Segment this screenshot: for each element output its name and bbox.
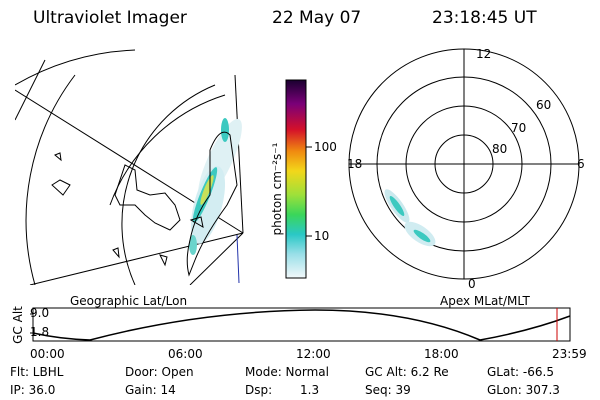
altitude-xtick: 00:00 [30, 347, 65, 361]
dsp-value: 1.3 [300, 383, 320, 397]
polar-label-6: 6 [577, 157, 585, 171]
polar-label-18: 18 [347, 157, 363, 171]
colorbar-tick-100: 100 [314, 140, 337, 154]
door-info: Door: Open [125, 365, 194, 379]
glon-info: GLon: 307.3 [487, 383, 560, 397]
altitude-xtick: 06:00 [168, 347, 203, 361]
lat-arc [15, 49, 136, 86]
glat-info: GLat: -66.5 [487, 365, 554, 379]
altitude-ytick-low: 1.8 [30, 325, 50, 339]
colorbar-unit-label: photon cm⁻²s⁻¹ [270, 142, 284, 236]
lat-arc [121, 84, 216, 285]
ip-info: IP: 36.0 [10, 383, 56, 397]
altitude-xtick: 23:59 [552, 347, 587, 361]
polar-label-0: 0 [468, 277, 476, 291]
filter-info: Flt: LBHL [10, 365, 64, 379]
polar-lat-60: 60 [536, 98, 552, 112]
time-label: 23:18:45 UT [432, 8, 537, 28]
altitude-xtick: 18:00 [424, 347, 459, 361]
dsp-label: Dsp: [245, 383, 273, 397]
altitude-ylabel: GC Alt [10, 306, 25, 344]
polar-lat-70: 70 [511, 121, 527, 135]
meridian-line [29, 232, 244, 285]
geographic-map [15, 49, 244, 285]
colorbar-tick-10: 10 [314, 229, 330, 243]
colorbar-scale [285, 79, 307, 279]
gc-alt-info: GC Alt: 6.2 Re [365, 365, 449, 379]
polar-label-12: 12 [476, 47, 492, 61]
altitude-xtick: 12:00 [296, 347, 331, 361]
meridian-line [15, 59, 46, 121]
gain-info: Gain: 14 [125, 383, 176, 397]
altitude-curve [32, 309, 571, 341]
altitude-plot [30, 307, 571, 342]
mode-info: Mode: Normal [245, 365, 329, 379]
polar-map-label: Apex MLat/MLT [440, 294, 530, 308]
meridian-line [234, 74, 244, 234]
polar-lat-80: 80 [492, 142, 508, 156]
lat-arc [25, 74, 76, 285]
colorbar [285, 79, 312, 279]
geographic-map-label: Geographic Lat/Lon [70, 294, 188, 308]
date-label: 22 May 07 [272, 8, 362, 28]
altitude-ytick-high: 9.0 [30, 306, 50, 320]
instrument-title: Ultraviolet Imager [33, 8, 187, 28]
meridian-line [189, 232, 244, 285]
polar-map [348, 48, 580, 280]
seq-info: Seq: 39 [365, 383, 411, 397]
